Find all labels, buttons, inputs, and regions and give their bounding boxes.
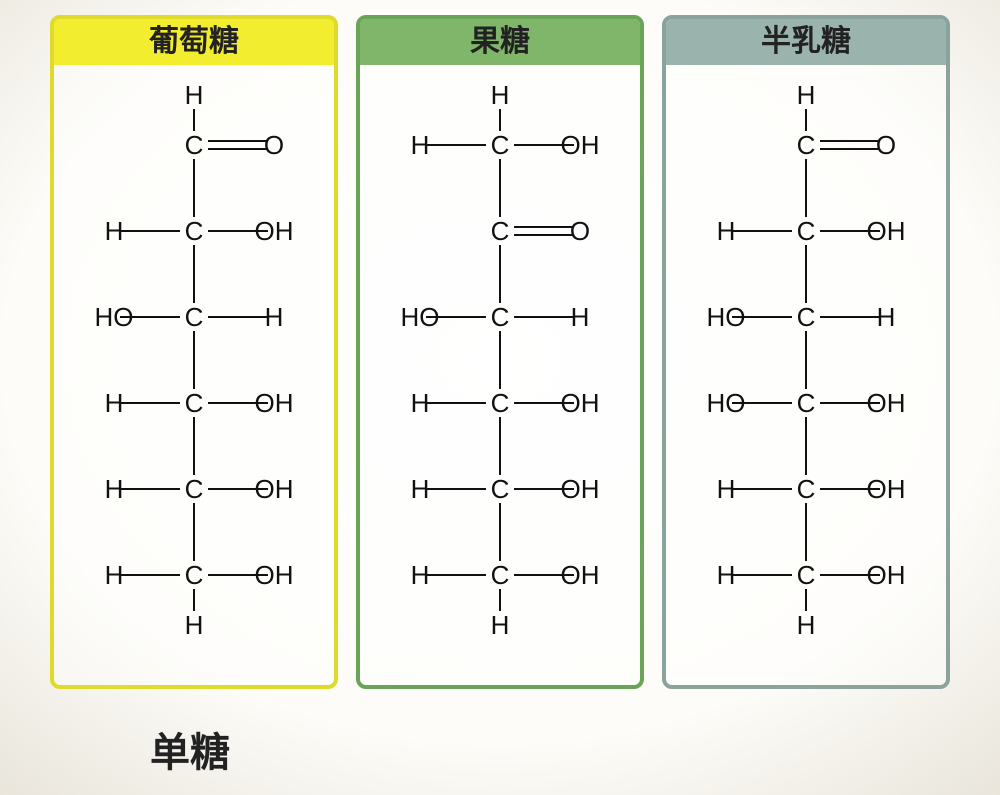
atom-top: H [797,80,816,110]
panel-glucose: 葡萄糖HCOCHOHCHOHCHOHCHOHCHOHH [50,15,338,689]
atom-c1: C [491,130,510,160]
atom-c2: C [491,216,510,246]
atom-c4: C [797,388,816,418]
panel-title: 葡萄糖 [54,19,334,65]
panels-row: 葡萄糖HCOCHOHCHOHCHOHCHOHCHOHH果糖HCHOHCOCHOH… [50,15,950,689]
molecule-fructose: HCHOHCOCHOHCHOHCHOHCHOHH [360,65,640,685]
molecule-glucose: HCOCHOHCHOHCHOHCHOHCHOHH [54,65,334,685]
atom-c3: C [491,302,510,332]
atom-c5: C [797,474,816,504]
atom-c2: C [797,216,816,246]
atom-c3: C [185,302,204,332]
figure-caption: 单糖 [150,720,230,778]
atom-c4: C [185,388,204,418]
atom-top: H [491,80,510,110]
atom-c1-right: O [264,130,284,160]
atom-bottom: H [491,610,510,640]
atom-c1: C [185,130,204,160]
panel-title: 果糖 [360,19,640,65]
atom-bottom: H [797,610,816,640]
atom-top: H [185,80,204,110]
atom-c2-right: O [570,216,590,246]
panel-fructose: 果糖HCHOHCOCHOHCHOHCHOHCHOHH [356,15,644,689]
atom-c6: C [185,560,204,590]
atom-c1-right: O [876,130,896,160]
panel-galactose: 半乳糖HCOCHOHCHOHCHOOHCHOHCHOHH [662,15,950,689]
atom-bottom: H [185,610,204,640]
atom-c6: C [797,560,816,590]
atom-c1: C [797,130,816,160]
atom-c4: C [491,388,510,418]
panel-title: 半乳糖 [666,19,946,65]
atom-c6: C [491,560,510,590]
atom-c3: C [797,302,816,332]
molecule-galactose: HCOCHOHCHOHCHOOHCHOHCHOHH [666,65,946,685]
atom-c5: C [491,474,510,504]
atom-c5: C [185,474,204,504]
atom-c2: C [185,216,204,246]
